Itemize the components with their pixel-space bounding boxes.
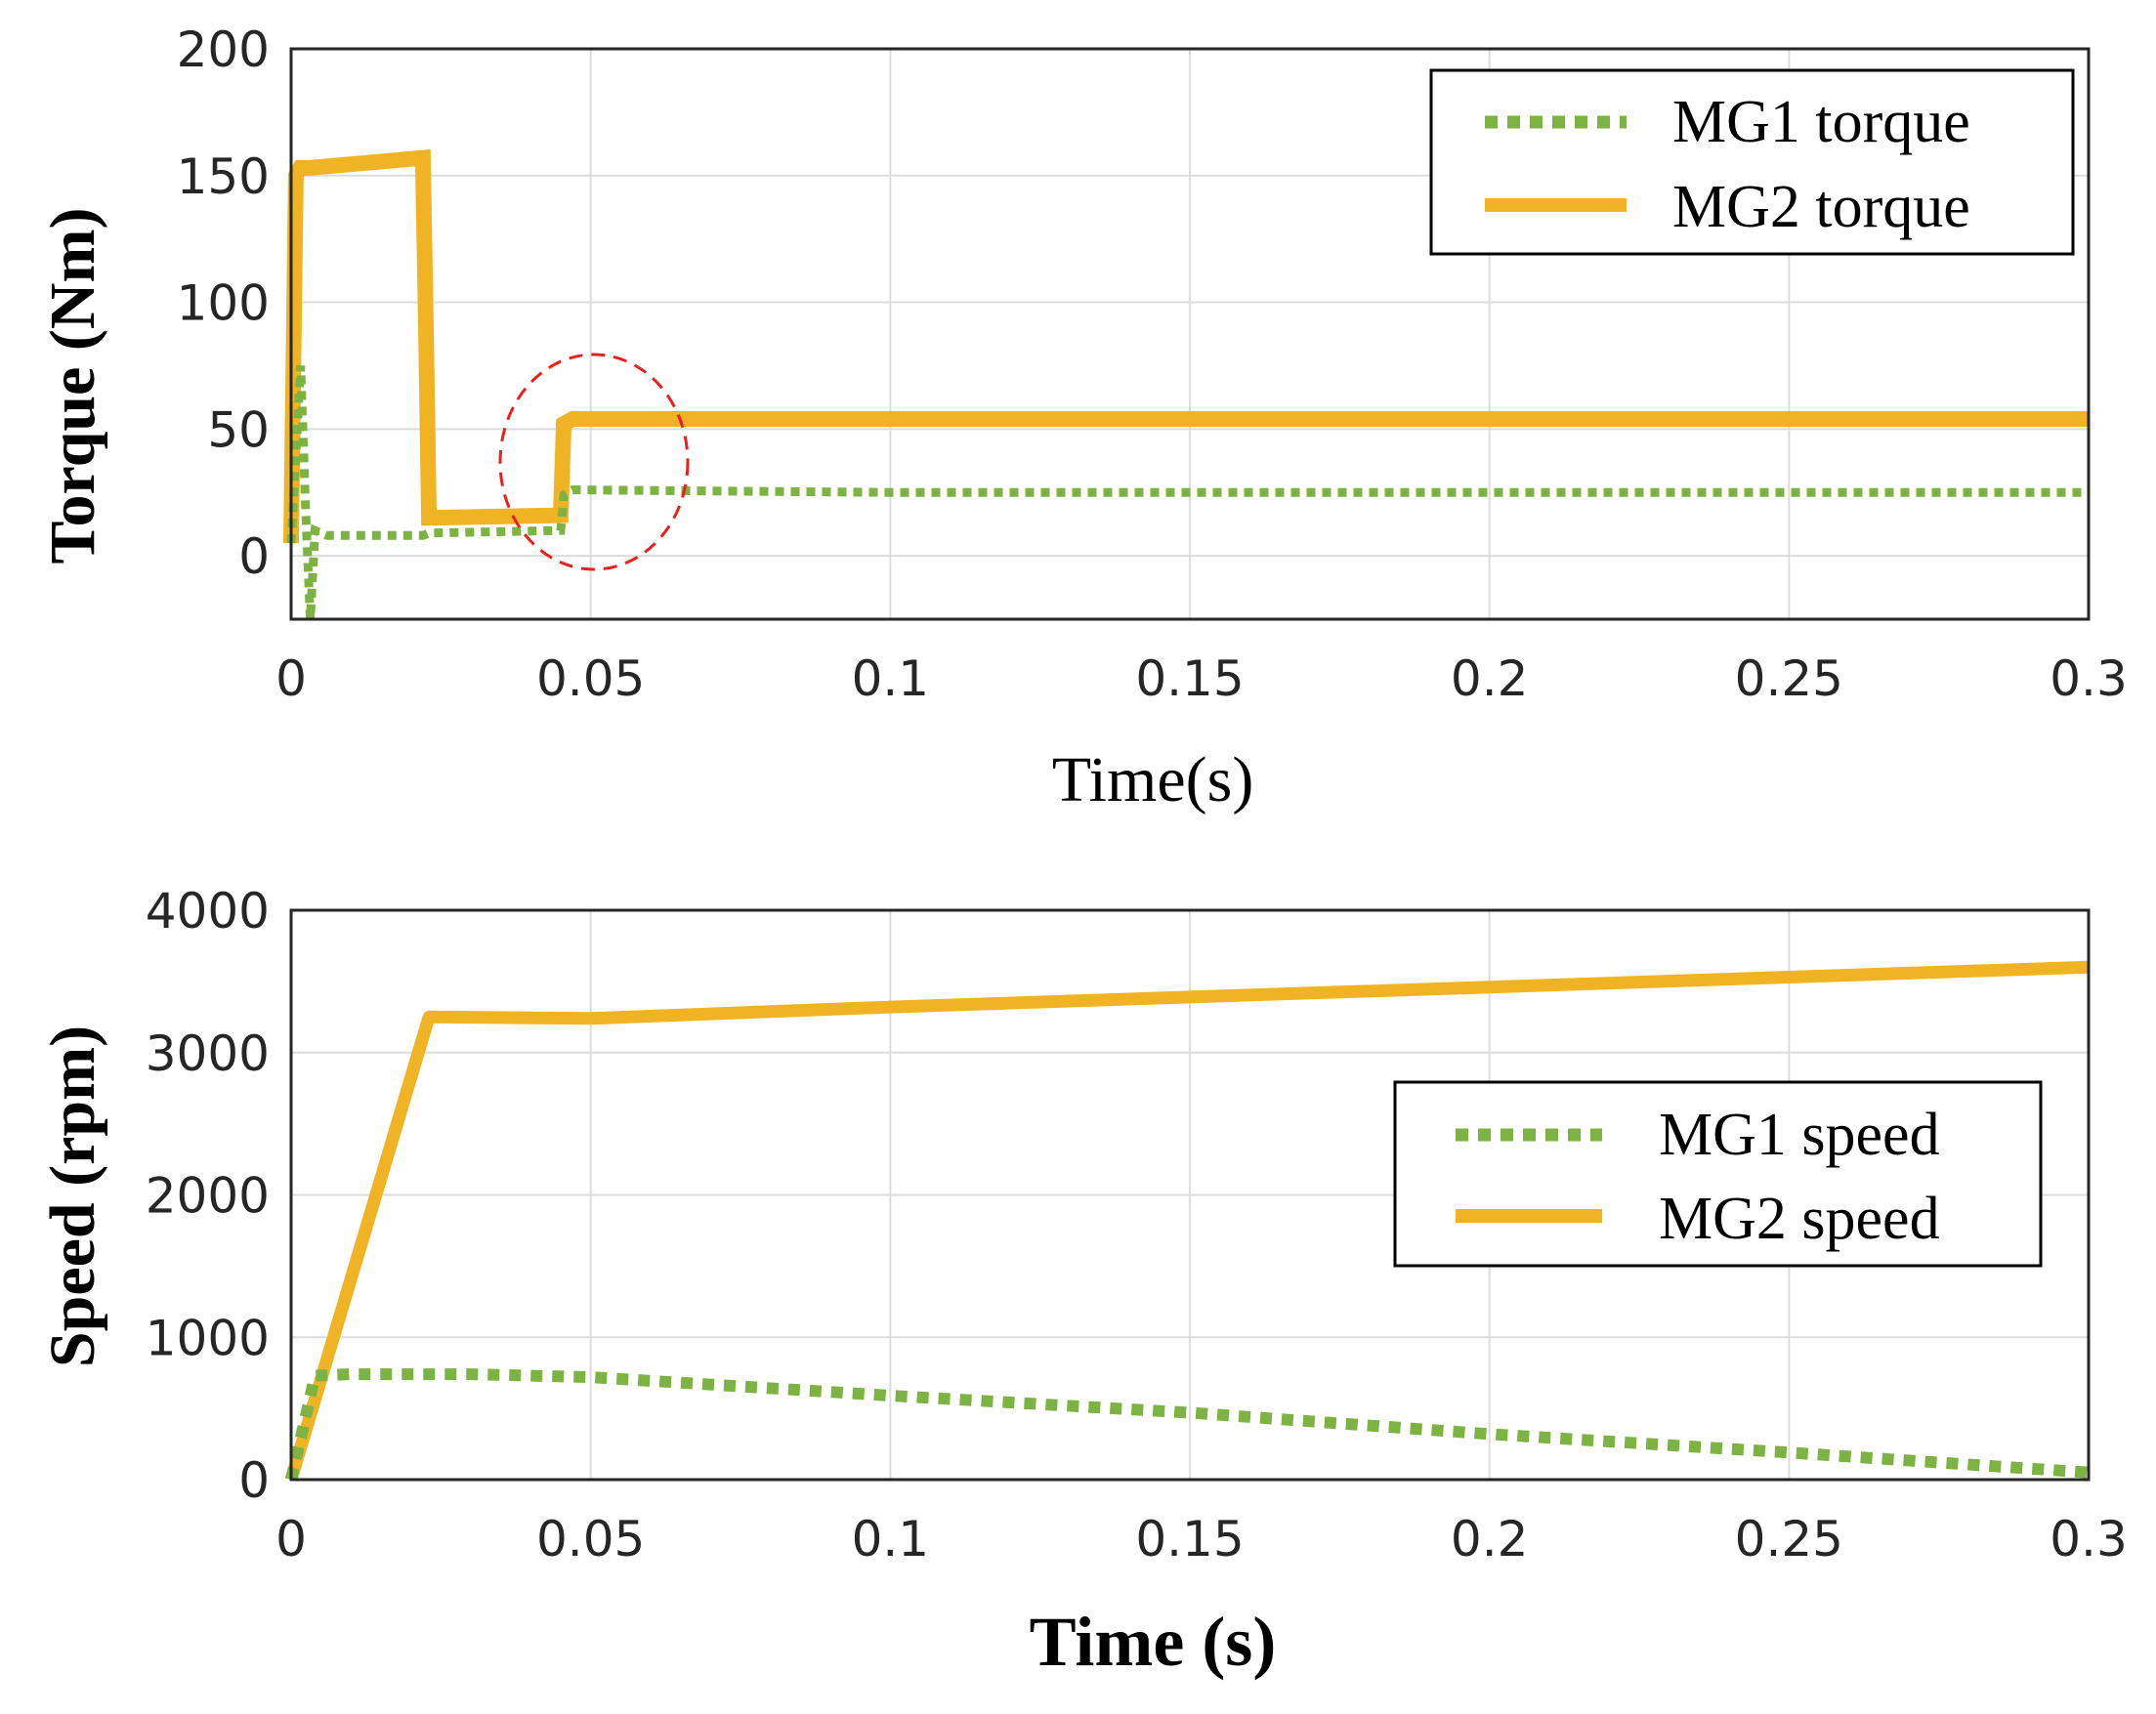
x-tick-label: 0.15 [1135,1511,1244,1568]
y-tick-label: 50 [207,401,270,458]
speed-x-ticks: 0 0.05 0.1 0.15 0.2 0.25 0.3 [275,1511,2128,1568]
x-tick-label: 0.2 [1451,650,1529,707]
x-tick-label: 0.3 [2050,650,2128,707]
y-tick-label: 0 [238,528,270,585]
x-tick-label: 0.05 [536,650,645,707]
mg1-torque-line [286,365,2089,620]
speed-x-axis-title: Time (s) [1030,1603,1277,1681]
y-tick-label: 100 [177,275,270,332]
highlight-ellipse [498,353,690,571]
torque-series [283,148,2089,620]
y-tick-label: 150 [177,148,270,205]
x-tick-label: 0.25 [1735,650,1843,707]
legend-label: MG2 speed [1659,1186,1940,1252]
mg2-speed-line [284,960,2090,1482]
speed-series [284,960,2090,1482]
x-tick-label: 0.1 [852,1511,930,1568]
legend-box [1393,1080,2043,1268]
x-tick-label: 0.3 [2050,1511,2128,1568]
x-tick-label: 0 [275,650,307,707]
legend-label: MG2 torque [1672,174,1970,240]
x-tick-label: 0.2 [1451,1511,1529,1568]
torque-legend: MG1 torque MG2 torque [1429,68,2075,256]
speed-panel: 0 0.05 0.1 0.15 0.2 0.25 0.3 0 1000 2000… [37,883,2128,1681]
speed-legend: MG1 speed MG2 speed [1393,1080,2043,1268]
legend-label: MG1 speed [1659,1102,1940,1168]
x-tick-label: 0.05 [536,1511,645,1568]
mg2-torque-line [283,148,2089,544]
x-tick-label: 0.25 [1735,1511,1843,1568]
speed-y-ticks: 0 1000 2000 3000 4000 [146,883,270,1509]
torque-plot-frame [289,47,2091,621]
y-tick-label: 200 [177,21,270,78]
y-tick-label: 1000 [146,1310,270,1366]
speed-plot-frame [289,908,2091,1482]
legend-label: MG1 torque [1672,89,1970,155]
legend-box [1429,68,2075,256]
torque-panel: 0 0.05 0.1 0.15 0.2 0.25 0.3 0 50 100 15… [37,21,2128,815]
x-tick-label: 0 [275,1511,307,1568]
torque-y-ticks: 0 50 100 150 200 [177,21,270,585]
x-tick-label: 0.15 [1135,650,1244,707]
y-tick-label: 3000 [146,1025,270,1082]
y-tick-label: 4000 [146,883,270,940]
torque-y-axis-title: Torque (Nm) [37,208,108,564]
y-tick-label: 0 [238,1452,270,1509]
torque-x-ticks: 0 0.05 0.1 0.15 0.2 0.25 0.3 [275,650,2128,707]
torque-x-axis-title: Time(s) [1052,744,1254,815]
speed-y-axis-title: Speed (rpm) [37,1025,108,1367]
y-tick-label: 2000 [146,1168,270,1225]
x-tick-label: 0.1 [852,650,930,707]
